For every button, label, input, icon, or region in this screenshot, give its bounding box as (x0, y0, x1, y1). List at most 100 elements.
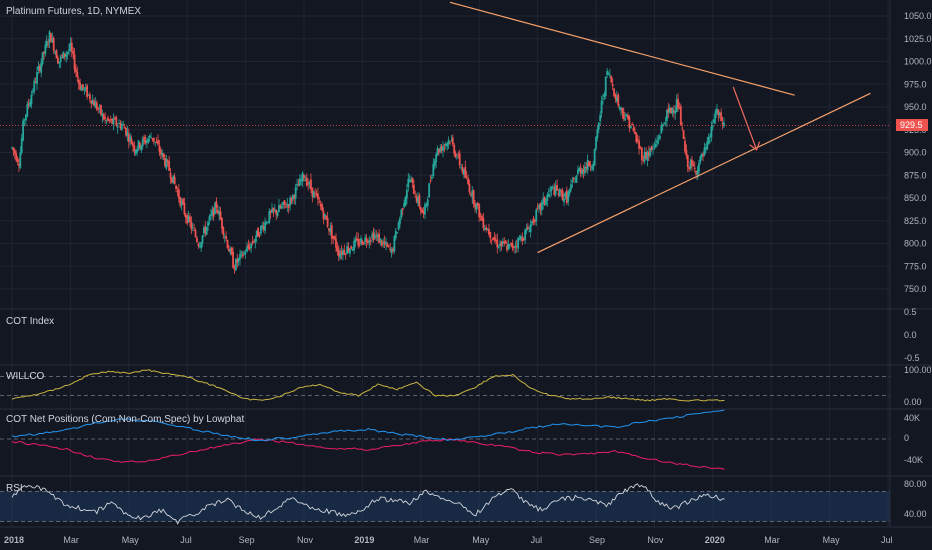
candle-up (707, 136, 710, 145)
candle-down (479, 215, 482, 217)
candle-up (671, 108, 674, 114)
candle-down (492, 237, 495, 240)
rsi-title: RSI (6, 483, 23, 494)
cot-index-tick-label: -0.5 (904, 353, 920, 363)
candle-down (56, 57, 59, 64)
candle-up (172, 175, 175, 184)
candle-up (460, 167, 463, 169)
candle-up (606, 71, 609, 75)
candle-down (387, 245, 390, 247)
candle-down (175, 185, 177, 189)
candle-down (332, 236, 335, 239)
candle-up (273, 209, 276, 211)
candle-up (268, 210, 271, 224)
candle-down (86, 85, 88, 98)
candle-up (564, 192, 567, 197)
candle-up (525, 228, 528, 232)
candle-up (397, 222, 400, 230)
candle-down (453, 144, 456, 154)
candle-up (301, 172, 304, 182)
candle-down (472, 190, 475, 204)
candle-up (351, 248, 354, 251)
candle-down (93, 100, 95, 106)
candle-up (517, 237, 520, 249)
candle-down (15, 153, 18, 161)
candle-down (503, 241, 506, 244)
candle-down (285, 206, 287, 208)
candle-up (607, 73, 610, 74)
candle-down (482, 218, 485, 228)
willco-title: WILLCO (6, 371, 45, 382)
candle-up (546, 194, 549, 201)
candle-up (654, 143, 657, 148)
candle-up (237, 258, 240, 262)
candle-up (37, 66, 40, 70)
candle-down (650, 146, 653, 150)
candle-up (442, 146, 444, 151)
candle-down (13, 149, 16, 155)
candle-up (44, 44, 47, 54)
candle-down (478, 204, 481, 218)
candle-up (298, 178, 301, 186)
price-tick-label: 1000.0 (904, 57, 932, 67)
candle-down (506, 245, 508, 251)
time-tick-label: Mar (764, 535, 780, 545)
candle-up (382, 242, 385, 244)
candle-down (109, 119, 112, 120)
candle-down (465, 176, 468, 178)
candle-up (374, 234, 376, 239)
candle-up (528, 231, 531, 233)
candle-down (634, 131, 636, 134)
candle-down (328, 228, 330, 231)
candle-down (115, 117, 118, 126)
time-axis[interactable]: 2018 Mar May Jul Sep Nov 2019 Mar May Jul Sep Nov 20… (4, 535, 893, 545)
candle-up (456, 157, 458, 159)
candle-up (201, 235, 204, 244)
candle-down (458, 153, 461, 166)
candle-up (604, 76, 607, 96)
candle-up (471, 190, 474, 198)
price-tick-label: 825.0 (904, 216, 927, 226)
candle-down (164, 157, 166, 166)
candle-down (216, 209, 219, 214)
candle-up (234, 259, 237, 271)
candle-up (239, 253, 241, 260)
candle-down (692, 164, 695, 167)
candle-down (315, 194, 318, 196)
candle-up (709, 136, 711, 138)
candle-up (80, 86, 83, 91)
candle-up (187, 215, 190, 222)
candle-up (254, 238, 257, 243)
candle-down (617, 94, 620, 106)
candle-up (240, 251, 243, 253)
candle-up (48, 31, 51, 43)
time-tick-label: 2019 (354, 535, 374, 545)
candle-down (151, 137, 154, 140)
rsi-line (11, 483, 725, 525)
candle-up (276, 212, 279, 216)
candle-up (266, 221, 269, 223)
candle-up (668, 107, 671, 113)
candle-down (636, 139, 639, 142)
candle-up (483, 228, 486, 230)
candle-up (450, 140, 453, 141)
candle-up (308, 182, 311, 185)
candle-down (454, 152, 457, 157)
candle-down (305, 177, 308, 186)
price-tick-label: 875.0 (904, 170, 927, 180)
candle-up (529, 224, 532, 233)
candle-down (553, 187, 556, 196)
candle-up (261, 225, 264, 228)
chart-title: Platinum Futures, 1D, NYMEX (6, 6, 141, 17)
candle-down (330, 225, 333, 239)
candle-up (161, 152, 164, 156)
candle-down (111, 118, 114, 124)
candle-up (141, 139, 144, 147)
candle-down (350, 246, 353, 249)
candle-up (118, 122, 120, 124)
candle-down (496, 239, 499, 248)
candle-down (38, 65, 41, 72)
candle-up (393, 236, 396, 252)
candle-down (204, 226, 207, 234)
